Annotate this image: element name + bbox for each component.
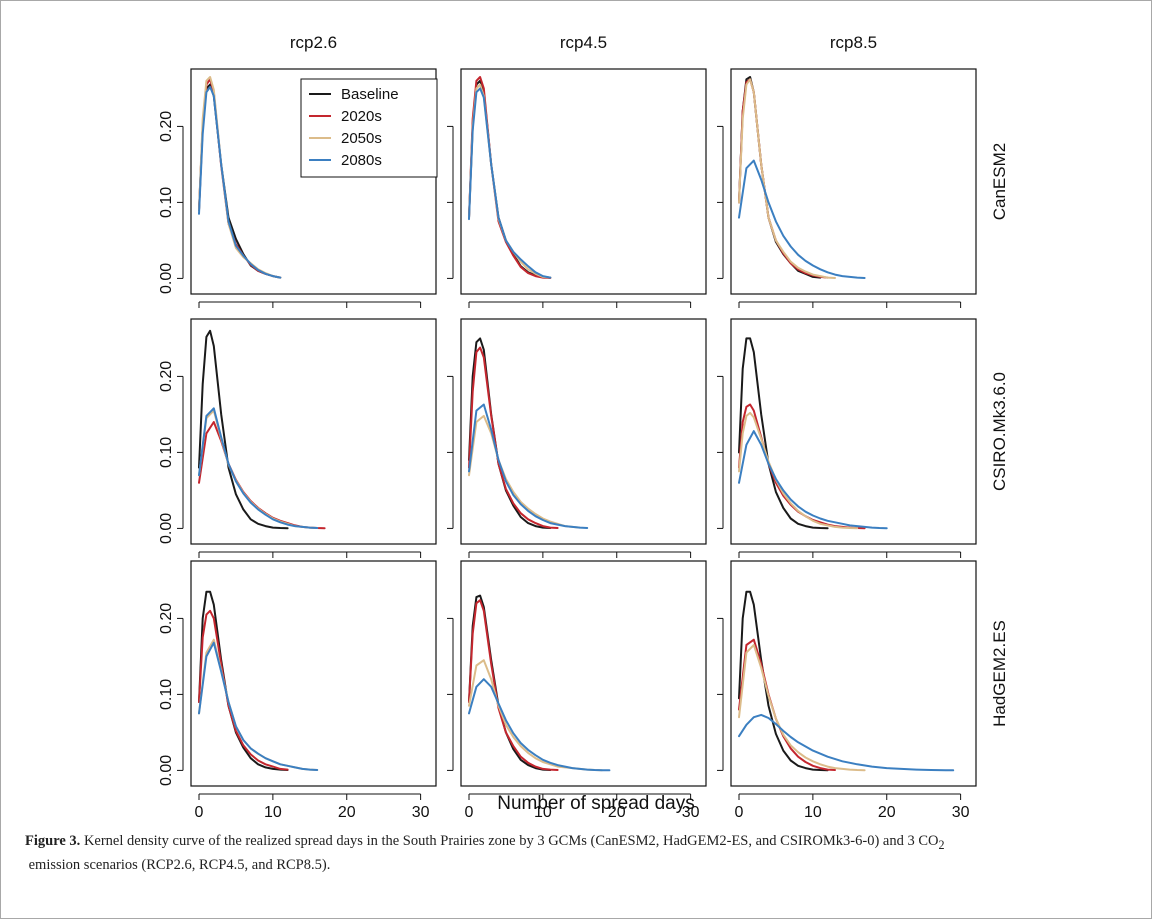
caption-text-end: emission scenarios (RCP2.6, RCP4.5, and … xyxy=(25,856,331,873)
series-line-2050s-hadgem2-es-rcp2-6 xyxy=(198,638,319,771)
x-tick-label-hadgem2-es-rcp2-6-1: 10 xyxy=(264,804,282,821)
series-line-2080s-canesm2-rcp2-6 xyxy=(198,85,282,279)
legend-label-baseline: Baseline xyxy=(341,86,399,103)
panel-frame-csiro-mk3-6-0-rcp4-5 xyxy=(460,318,707,545)
x-tick-label-hadgem2-es-rcp2-6-3: 30 xyxy=(412,804,430,821)
series-line-2080s-csiro-mk3-6-0-rcp2-6 xyxy=(198,407,319,529)
density-figure: rcp2.6 rcp4.5 rcp8.5 CanESM2 CSIRO.Mk3.6.0 Ha… xyxy=(158,33,1009,821)
column-header-rcp8-5: rcp8.5 xyxy=(830,33,877,52)
panel-frame-canesm2-rcp2-6 xyxy=(190,68,437,295)
series-line-2020s-hadgem2-es-rcp8-5 xyxy=(738,638,836,771)
x-tick-label-hadgem2-es-rcp8-5-0: 0 xyxy=(735,804,744,821)
panel-frame-hadgem2-es-rcp4-5 xyxy=(460,560,707,787)
series-line-2050s-canesm2-rcp8-5 xyxy=(738,78,836,279)
y-tick-label-canesm2-rcp2-6-1: 0.10 xyxy=(158,187,175,218)
caption-label: Figure 3. xyxy=(25,833,81,849)
legend-label-2020s: 2020s xyxy=(341,108,382,125)
caption-text: Kernel density curve of the realized spr… xyxy=(83,833,939,849)
y-tick-label-canesm2-rcp2-6-2: 0.20 xyxy=(158,111,175,142)
panel-frame-hadgem2-es-rcp8-5 xyxy=(730,560,977,787)
series-line-2080s-csiro-mk3-6-0-rcp8-5 xyxy=(738,430,888,530)
series-line-2020s-hadgem2-es-rcp4-5 xyxy=(468,599,559,771)
row-label-hadgem2-es: HadGEM2.ES xyxy=(990,620,1009,727)
figure-caption: Figure 3. Kernel density curve of the re… xyxy=(25,831,1135,875)
series-line-2080s-hadgem2-es-rcp2-6 xyxy=(198,641,319,771)
y-tick-label-csiro-mk3-6-0-rcp2-6-0: 0.00 xyxy=(158,513,175,544)
series-line-2080s-hadgem2-es-rcp8-5 xyxy=(738,713,955,772)
row-label-csiro-mk3-6-0: CSIRO.Mk3.6.0 xyxy=(990,372,1009,491)
series-line-2020s-canesm2-rcp8-5 xyxy=(738,78,829,279)
series-line-2050s-csiro-mk3-6-0-rcp8-5 xyxy=(738,411,859,530)
x-tick-label-hadgem2-es-rcp4-5-0: 0 xyxy=(465,804,474,821)
series-line-baseline-csiro-mk3-6-0-rcp8-5 xyxy=(738,337,829,530)
panel-frame-csiro-mk3-6-0-rcp2-6 xyxy=(190,318,437,545)
x-tick-label-hadgem2-es-rcp8-5-3: 30 xyxy=(952,804,970,821)
x-tick-label-hadgem2-es-rcp2-6-2: 20 xyxy=(338,804,356,821)
y-tick-label-hadgem2-es-rcp2-6-2: 0.20 xyxy=(158,603,175,634)
panel-frame-canesm2-rcp4-5 xyxy=(460,68,707,295)
legend-label-2050s: 2050s xyxy=(341,130,382,147)
series-line-2080s-hadgem2-es-rcp4-5 xyxy=(468,678,611,772)
x-tick-label-hadgem2-es-rcp4-5-3: 30 xyxy=(682,804,700,821)
panel-frame-canesm2-rcp8-5 xyxy=(730,68,977,295)
caption-subscript: 2 xyxy=(938,837,945,852)
series-line-2020s-csiro-mk3-6-0-rcp4-5 xyxy=(468,346,559,529)
y-tick-label-canesm2-rcp2-6-0: 0.00 xyxy=(158,263,175,294)
series-line-2080s-canesm2-rcp4-5 xyxy=(468,87,552,279)
column-header-rcp2-6: rcp2.6 xyxy=(290,33,337,52)
row-label-canesm2: CanESM2 xyxy=(990,143,1009,220)
panel-frame-csiro-mk3-6-0-rcp8-5 xyxy=(730,318,977,545)
x-tick-label-hadgem2-es-rcp4-5-2: 20 xyxy=(608,804,626,821)
y-tick-label-csiro-mk3-6-0-rcp2-6-1: 0.10 xyxy=(158,437,175,468)
legend-label-2080s: 2080s xyxy=(341,152,382,169)
x-axis-label: Number of spread days xyxy=(497,793,695,814)
x-tick-label-hadgem2-es-rcp4-5-1: 10 xyxy=(534,804,552,821)
series-line-baseline-hadgem2-es-rcp8-5 xyxy=(738,590,829,772)
series-line-2080s-csiro-mk3-6-0-rcp4-5 xyxy=(468,403,589,529)
x-tick-label-hadgem2-es-rcp8-5-1: 10 xyxy=(804,804,822,821)
series-line-2050s-csiro-mk3-6-0-rcp4-5 xyxy=(468,414,581,529)
series-line-2080s-canesm2-rcp8-5 xyxy=(738,159,866,279)
y-tick-label-csiro-mk3-6-0-rcp2-6-2: 0.20 xyxy=(158,361,175,392)
column-header-rcp4-5: rcp4.5 xyxy=(560,33,607,52)
y-tick-label-hadgem2-es-rcp2-6-1: 0.10 xyxy=(158,679,175,710)
series-line-2020s-hadgem2-es-rcp2-6 xyxy=(198,609,289,771)
y-tick-label-hadgem2-es-rcp2-6-0: 0.00 xyxy=(158,755,175,786)
panel-frame-hadgem2-es-rcp2-6 xyxy=(190,560,437,787)
series-line-2050s-hadgem2-es-rcp4-5 xyxy=(468,659,603,772)
x-tick-label-hadgem2-es-rcp8-5-2: 20 xyxy=(878,804,896,821)
series-line-baseline-csiro-mk3-6-0-rcp4-5 xyxy=(468,337,552,529)
series-line-baseline-csiro-mk3-6-0-rcp2-6 xyxy=(198,329,289,530)
x-tick-label-hadgem2-es-rcp2-6-0: 0 xyxy=(195,804,204,821)
series-line-2050s-hadgem2-es-rcp8-5 xyxy=(738,644,866,772)
